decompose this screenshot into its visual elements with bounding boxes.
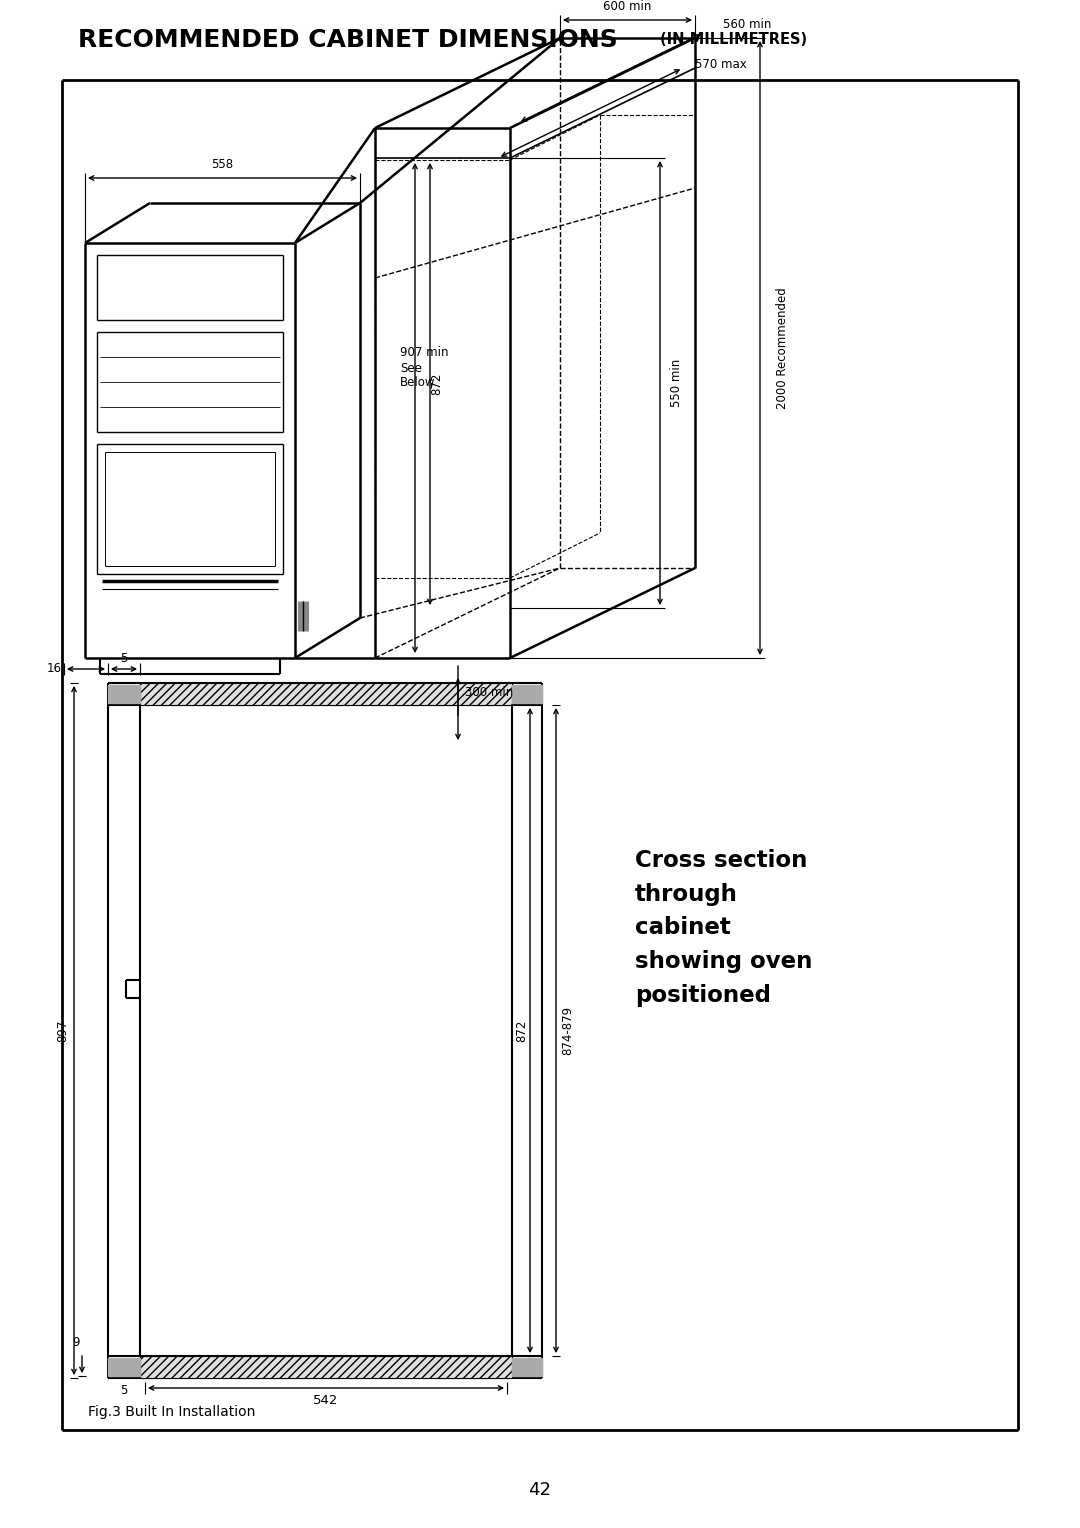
Text: 872: 872 [431, 373, 444, 396]
Text: (IN MILLIMETRES): (IN MILLIMETRES) [660, 32, 807, 47]
Text: 16: 16 [46, 663, 62, 675]
Text: 560 min: 560 min [723, 18, 771, 32]
Bar [512, 1358, 542, 1377]
Bar [108, 1358, 140, 1377]
Text: 558: 558 [211, 157, 233, 171]
Text: 907 min
See
Below: 907 min See Below [400, 347, 448, 390]
Text: 872: 872 [515, 1019, 528, 1042]
Text: 5: 5 [120, 652, 127, 666]
Text: RECOMMENDED CABINET DIMENSIONS: RECOMMENDED CABINET DIMENSIONS [78, 28, 618, 52]
Text: 5: 5 [120, 1384, 127, 1398]
Text: Fig.3 Built In Installation: Fig.3 Built In Installation [87, 1406, 255, 1420]
FancyBboxPatch shape [140, 683, 512, 704]
Text: 542: 542 [313, 1394, 339, 1406]
FancyBboxPatch shape [140, 1355, 512, 1378]
Bar [512, 685, 542, 703]
Text: 42: 42 [528, 1481, 552, 1499]
Text: 2000 Recommended: 2000 Recommended [775, 287, 788, 410]
Text: 550 min: 550 min [670, 359, 683, 406]
Text: 9: 9 [72, 1337, 80, 1349]
Text: 874-879: 874-879 [562, 1005, 575, 1054]
Text: 570 max: 570 max [696, 58, 746, 70]
Text: 300 min: 300 min [465, 686, 513, 700]
Text: 600 min: 600 min [603, 0, 651, 12]
Text: 897: 897 [56, 1019, 69, 1042]
Text: Cross section
through
cabinet
showing oven
positioned: Cross section through cabinet showing ov… [635, 850, 812, 1007]
Bar [108, 685, 140, 703]
